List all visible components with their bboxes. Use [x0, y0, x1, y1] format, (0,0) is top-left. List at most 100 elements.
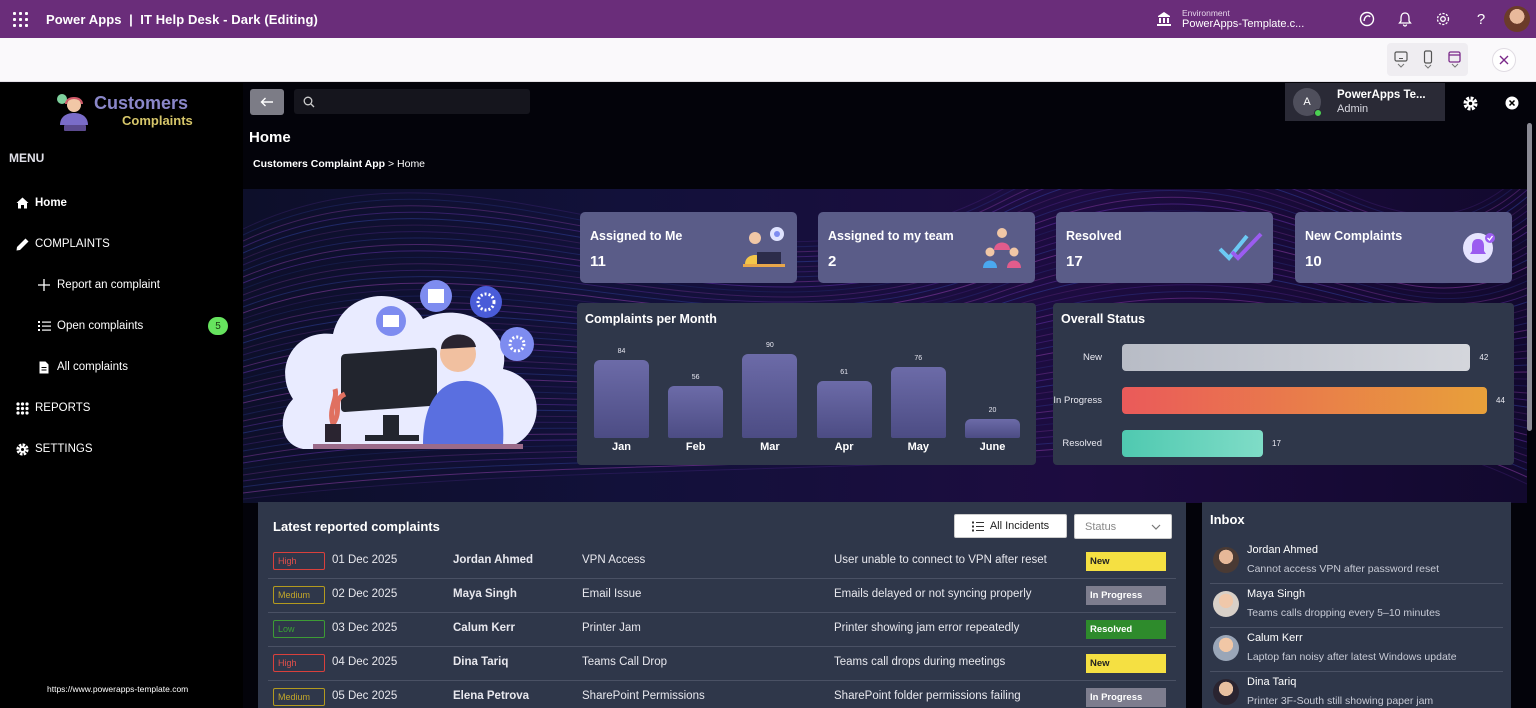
category-cell: Printer Jam: [582, 622, 641, 634]
nav-item-reports[interactable]: REPORTS: [0, 393, 243, 423]
preview-tablet-button[interactable]: [1390, 46, 1412, 74]
chart-bar[interactable]: [594, 359, 649, 438]
chevron-down-icon: [1451, 63, 1458, 68]
kpi-title: Assigned to Me: [590, 229, 683, 243]
browser-icon: [1448, 50, 1461, 63]
bell-icon: [1398, 12, 1412, 27]
nav-item-home[interactable]: Home: [0, 188, 243, 218]
all-incidents-button[interactable]: All Incidents: [954, 514, 1067, 538]
kpi-title: Assigned to my team: [828, 229, 954, 243]
chart-bar[interactable]: [890, 367, 946, 438]
help-button[interactable]: ?: [1462, 0, 1500, 38]
chevron-down-icon: [1424, 64, 1431, 69]
sender-avatar: [1213, 591, 1239, 617]
search-box[interactable]: [294, 89, 530, 114]
name-cell: Maya Singh: [453, 588, 517, 600]
person-at-laptop-icon: [743, 227, 785, 267]
description-cell: User unable to connect to VPN after rese…: [834, 554, 1047, 566]
chart-bar[interactable]: [668, 385, 724, 438]
bar-value-label: 20: [988, 407, 997, 415]
bar-category-label: Mar: [760, 441, 780, 453]
sender-avatar: [1213, 547, 1239, 573]
sidebar: Customers Complaints MENU Home COMPLAINT…: [0, 83, 243, 708]
user-avatar[interactable]: [1504, 6, 1530, 32]
search-input[interactable]: [321, 95, 521, 108]
status-dropdown[interactable]: Status: [1074, 514, 1172, 539]
chart-bar[interactable]: [816, 381, 872, 438]
bar-value-label: 76: [914, 355, 923, 363]
nav-label: Report an complaint: [57, 279, 160, 291]
sender-name: Dina Tariq: [1247, 676, 1297, 688]
grid-icon: [15, 401, 29, 415]
table-row[interactable]: High 04 Dec 2025 Dina Tariq Teams Call Drop…: [268, 647, 1176, 681]
date-cell: 01 Dec 2025: [332, 554, 398, 566]
kpi-assigned-to-team[interactable]: Assigned to my team 2: [818, 212, 1035, 283]
chart-title: Complaints per Month: [585, 312, 717, 326]
category-cell: VPN Access: [582, 554, 646, 566]
table-row[interactable]: Low 03 Dec 2025 Calum Kerr Printer Jam Print…: [268, 613, 1176, 647]
footer-url[interactable]: https://www.powerapps-template.com: [47, 684, 189, 694]
app-launcher-button[interactable]: [0, 0, 40, 38]
app-settings-button[interactable]: [1462, 95, 1478, 111]
priority-badge: High: [273, 552, 325, 570]
list-icon: [971, 521, 984, 531]
breadcrumb-app[interactable]: Customers Complaint App: [253, 158, 386, 170]
nav-item-open-complaints[interactable]: Open complaints 5: [0, 311, 243, 341]
status-bar[interactable]: [1122, 344, 1471, 371]
user-profile-card[interactable]: A PowerApps Te... Admin: [1285, 83, 1445, 121]
studio-toolbar: [0, 38, 1536, 82]
table-title: Latest reported complaints: [273, 519, 440, 534]
wave-line: [243, 264, 1527, 338]
logo-text-line2: Complaints: [122, 113, 193, 128]
inbox-message[interactable]: Dina Tariq Printer 3F-South still showing…: [1210, 672, 1503, 708]
nav-item-all-complaints[interactable]: All complaints: [0, 352, 243, 382]
inbox-message[interactable]: Calum Kerr Laptop fan noisy after latest …: [1210, 628, 1503, 672]
environment-picker[interactable]: Environment PowerApps-Template.c...: [1182, 8, 1318, 30]
status-badge: New: [1086, 654, 1166, 673]
overall-status-panel: Overall Status New 42 In Progress 44 Resolve…: [1053, 303, 1514, 465]
preview-phone-button[interactable]: [1417, 46, 1439, 74]
status-badge: Resolved: [1086, 620, 1166, 639]
chart-bar[interactable]: [965, 419, 1020, 438]
kpi-new-complaints[interactable]: New Complaints 10: [1295, 212, 1512, 283]
app-close-button[interactable]: [1504, 95, 1520, 111]
page-scrollbar[interactable]: [1527, 123, 1532, 431]
back-button[interactable]: [250, 89, 284, 115]
status-category-label: In Progress: [1053, 395, 1102, 406]
user-initial: A: [1303, 96, 1311, 108]
nav-item-settings[interactable]: SETTINGS: [0, 434, 243, 464]
wave-line: [243, 244, 1527, 320]
message-preview: Printer 3F-South still showing paper jam: [1247, 695, 1434, 707]
status-badge: In Progress: [1086, 586, 1166, 605]
kpi-assigned-to-me[interactable]: Assigned to Me 11: [580, 212, 797, 283]
chart-title: Overall Status: [1061, 312, 1146, 326]
table-row[interactable]: High 01 Dec 2025 Jordan Ahmed VPN Access Use…: [268, 545, 1176, 579]
notifications-button[interactable]: [1386, 0, 1424, 38]
bar-value-label: 84: [617, 347, 626, 355]
chevron-down-icon: [1151, 524, 1161, 530]
table-row[interactable]: Medium 05 Dec 2025 Elena Petrova SharePoint…: [268, 681, 1176, 708]
close-preview-button[interactable]: [1492, 48, 1516, 72]
wave-line: [243, 189, 1504, 243]
date-cell: 02 Dec 2025: [332, 588, 398, 600]
settings-button[interactable]: [1424, 0, 1462, 38]
copilot-button[interactable]: [1348, 0, 1386, 38]
nav-item-complaints[interactable]: COMPLAINTS: [0, 229, 243, 259]
nav-label: Open complaints: [57, 320, 144, 332]
sender-avatar: [1213, 679, 1239, 705]
status-badge: New: [1086, 552, 1166, 571]
table-row[interactable]: Medium 02 Dec 2025 Maya Singh Email Issue Em…: [268, 579, 1176, 613]
chart-bar[interactable]: [742, 354, 798, 438]
inbox-message[interactable]: Jordan Ahmed Cannot access VPN after pass…: [1210, 540, 1503, 584]
kpi-resolved[interactable]: Resolved 17: [1056, 212, 1273, 283]
status-bar[interactable]: [1122, 430, 1264, 457]
nav-item-report-complaint[interactable]: Report an complaint: [0, 270, 243, 300]
preview-web-button[interactable]: [1444, 46, 1466, 74]
inbox-message[interactable]: Maya Singh Teams calls dropping every 5–1…: [1210, 584, 1503, 628]
nav-label: All complaints: [57, 361, 128, 373]
team-icon: [983, 228, 1021, 268]
message-preview: Cannot access VPN after password reset: [1247, 563, 1440, 575]
status-bar[interactable]: [1122, 387, 1487, 414]
description-cell: Teams call drops during meetings: [834, 656, 1006, 668]
page-title: Home: [249, 129, 291, 146]
